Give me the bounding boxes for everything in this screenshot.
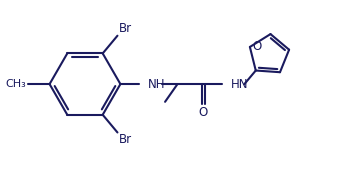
Text: HN: HN [230, 78, 248, 91]
Text: O: O [199, 106, 208, 119]
Text: Br: Br [119, 134, 132, 146]
Text: CH₃: CH₃ [5, 79, 26, 89]
Text: Br: Br [119, 22, 132, 35]
Text: NH: NH [148, 78, 165, 91]
Text: O: O [253, 40, 262, 54]
